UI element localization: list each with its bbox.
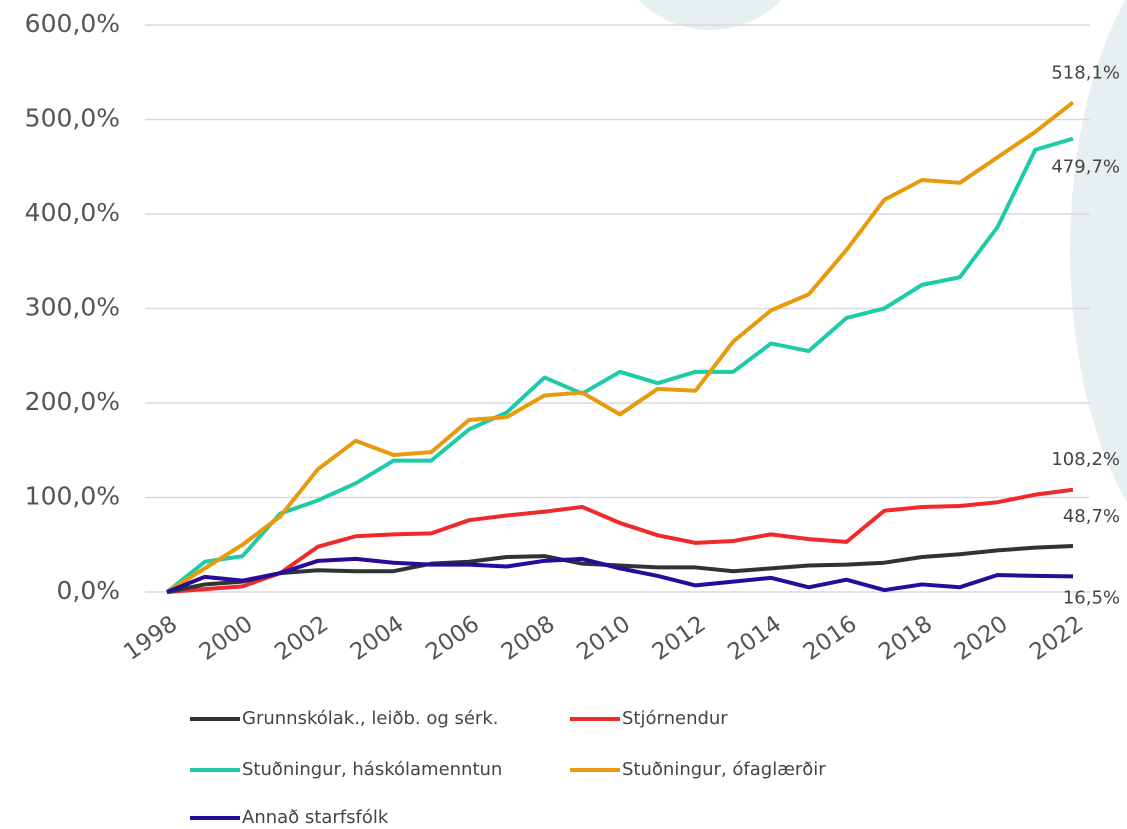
- data-label: 518,1%: [1051, 62, 1120, 83]
- y-tick-label: 100,0%: [25, 482, 120, 511]
- y-tick-label: 200,0%: [25, 387, 120, 416]
- series-line: [165, 100, 1075, 594]
- data-label: 479,7%: [1051, 157, 1120, 178]
- legend-label: Stjórnendur: [622, 708, 728, 729]
- decor-circle: [638, 0, 782, 30]
- data-label: 108,2%: [1051, 449, 1120, 470]
- data-label: 16,5%: [1063, 587, 1120, 608]
- data-label: 48,7%: [1063, 506, 1120, 527]
- y-tick-label: 500,0%: [25, 104, 120, 133]
- y-tick-label: 0,0%: [56, 576, 120, 605]
- decor-shape: [1070, 0, 1127, 503]
- x-tick-label: 2018: [874, 611, 937, 666]
- legend-label: Annað starfsfólk: [242, 807, 389, 828]
- x-tick-label: 2020: [950, 611, 1013, 666]
- x-tick-label: 2022: [1025, 611, 1088, 666]
- x-tick-label: 2012: [648, 611, 711, 666]
- legend-label: Stuðningur, háskólamenntun: [242, 759, 502, 780]
- series-line: [166, 556, 1074, 594]
- x-tick-label: 2014: [723, 611, 786, 666]
- x-tick-label: 2006: [421, 611, 484, 666]
- x-tick-label: 2002: [270, 611, 333, 666]
- x-tick-label: 2016: [799, 611, 862, 666]
- series-line: [166, 543, 1074, 594]
- y-tick-label: 400,0%: [25, 198, 120, 227]
- x-tick-label: 2004: [346, 611, 409, 666]
- x-tick-label: 1998: [119, 611, 182, 666]
- series-line: [166, 487, 1074, 594]
- series-line: [165, 136, 1074, 594]
- legend-label: Grunnskólak., leiðb. og sérk.: [242, 708, 498, 729]
- x-tick-label: 2000: [195, 611, 258, 666]
- x-tick-label: 2008: [497, 611, 560, 666]
- y-tick-label: 300,0%: [25, 293, 120, 322]
- x-tick-label: 2010: [572, 611, 635, 666]
- legend-label: Stuðningur, ófaglærðir: [622, 759, 826, 780]
- y-tick-label: 600,0%: [25, 9, 120, 38]
